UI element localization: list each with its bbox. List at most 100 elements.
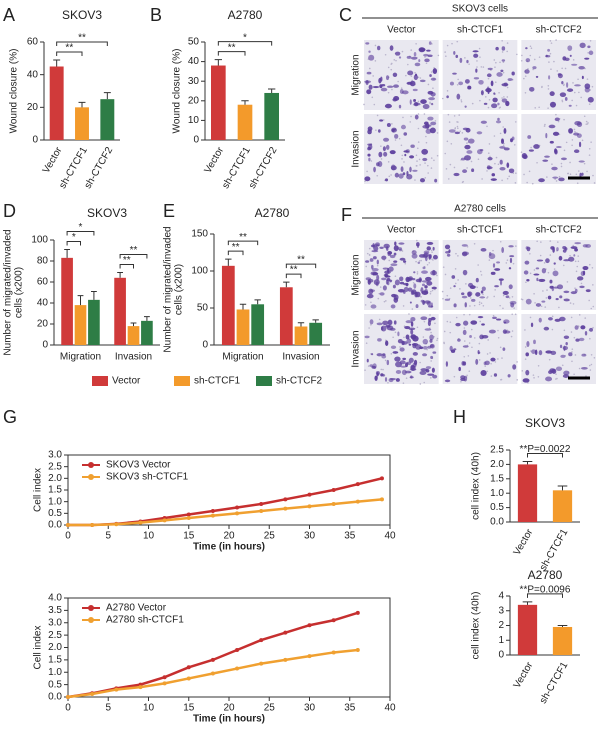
significance-bracket	[217, 41, 273, 46]
pore	[539, 254, 542, 257]
pore	[482, 304, 485, 307]
pore	[514, 182, 517, 184]
cell	[491, 173, 496, 177]
column-label: sh-CTCF2	[536, 225, 583, 236]
image-panel-title: A2780 cells	[454, 204, 506, 215]
cell	[393, 84, 399, 88]
error-bar	[522, 461, 533, 465]
cell	[552, 270, 559, 277]
cell	[423, 53, 429, 57]
pore	[364, 180, 366, 182]
x-tick-label: 5	[105, 531, 111, 542]
cell	[411, 289, 417, 295]
cell	[364, 335, 370, 339]
cell	[420, 99, 427, 104]
cell	[411, 343, 419, 346]
cell	[545, 376, 553, 382]
cell	[368, 157, 371, 162]
pore	[525, 281, 527, 284]
cell	[427, 54, 433, 58]
cell	[427, 124, 432, 127]
pore	[459, 130, 461, 133]
pore	[473, 304, 476, 307]
bar	[294, 326, 308, 345]
cell	[481, 334, 489, 339]
pore	[499, 378, 502, 381]
pore	[581, 139, 584, 142]
pore	[543, 262, 546, 264]
pore	[529, 45, 532, 48]
pore	[498, 91, 500, 94]
cell	[453, 172, 460, 177]
cell	[480, 370, 487, 377]
pore	[479, 99, 481, 102]
cell	[385, 340, 389, 347]
cell	[417, 261, 421, 264]
y-tick-label: 0	[498, 650, 504, 661]
cell	[466, 59, 469, 64]
cell	[493, 92, 496, 95]
cell	[386, 122, 391, 127]
cell	[432, 269, 436, 276]
bar	[264, 92, 279, 140]
series-point	[138, 520, 143, 525]
pore	[430, 290, 432, 293]
cell	[408, 357, 414, 363]
pore	[412, 281, 415, 284]
pore	[428, 262, 431, 264]
cell	[418, 47, 426, 52]
pore	[537, 375, 540, 378]
bar	[517, 464, 538, 522]
y-tick-label: 4.0	[48, 593, 62, 604]
pore	[569, 161, 571, 164]
pore	[457, 78, 459, 81]
cell	[429, 127, 436, 134]
cell	[414, 62, 421, 67]
x-tick-label: Vector	[41, 145, 65, 176]
pore	[520, 151, 523, 154]
pore	[365, 342, 368, 345]
pore	[461, 132, 464, 134]
pore	[529, 316, 532, 319]
y-tick-label: 40	[188, 56, 200, 67]
pore	[593, 356, 596, 359]
cell	[399, 276, 404, 282]
cell	[428, 41, 432, 45]
cell	[473, 53, 479, 58]
pore	[574, 287, 576, 290]
pore	[567, 172, 569, 175]
pore	[372, 75, 374, 77]
pore	[414, 179, 416, 181]
cell	[544, 155, 550, 158]
cell	[501, 83, 509, 87]
cell	[562, 249, 567, 253]
pore	[429, 101, 431, 104]
cell	[479, 296, 486, 299]
pore	[571, 144, 573, 147]
cell	[464, 105, 467, 108]
pore	[429, 314, 431, 316]
pore	[468, 63, 470, 65]
cell	[432, 254, 438, 260]
significance-bracket	[66, 240, 81, 246]
cell	[421, 270, 428, 274]
series-point	[162, 681, 167, 686]
pore	[556, 241, 559, 243]
cell	[533, 273, 540, 276]
pore	[429, 292, 432, 295]
cell	[451, 275, 456, 279]
pore	[430, 360, 432, 362]
pore	[469, 305, 471, 307]
y-tick-label: 80	[37, 256, 49, 267]
significance-bracket	[285, 273, 302, 279]
cell	[502, 290, 509, 296]
pore	[492, 249, 494, 252]
pore	[446, 44, 449, 47]
cell	[524, 69, 530, 74]
y-tick-label: 2.5	[490, 445, 504, 456]
y-axis-label: cell index (40h)	[471, 592, 482, 660]
pore	[453, 375, 456, 378]
pore	[415, 260, 417, 263]
cell	[391, 293, 397, 298]
cell	[412, 88, 418, 92]
